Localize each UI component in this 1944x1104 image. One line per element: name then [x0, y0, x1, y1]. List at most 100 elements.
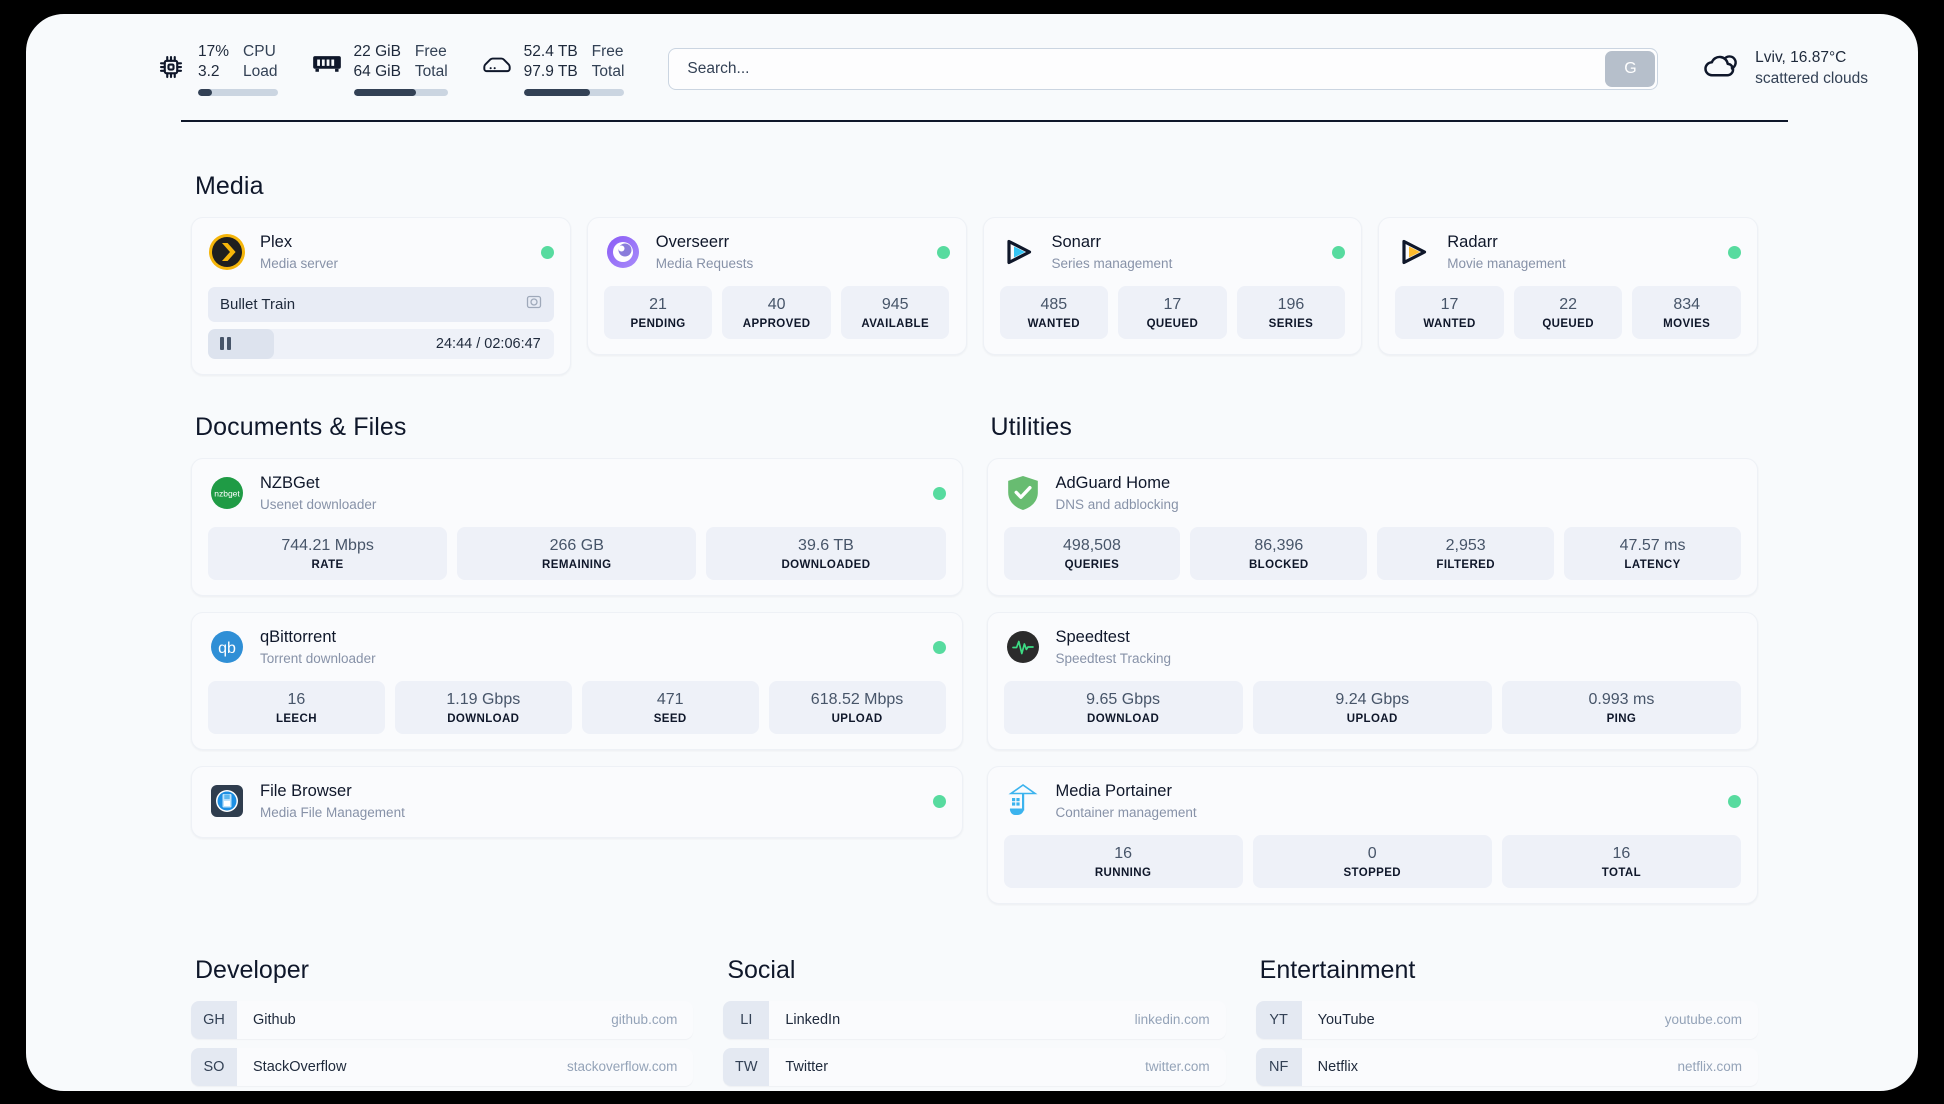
search-input[interactable] — [669, 48, 1604, 89]
stat-value: 21 — [649, 295, 667, 313]
stat-value: 17 — [1440, 295, 1459, 313]
stat-cell: 196 SERIES — [1236, 285, 1346, 339]
radarr-icon — [1395, 233, 1433, 271]
stat-value: 9.65 Gbps — [1086, 690, 1160, 708]
stat-value: 16 — [1114, 844, 1132, 862]
stat-value: 834 — [1673, 295, 1701, 313]
service-card-nzbget[interactable]: nzbget NZBGet Usenet downloader 74 — [191, 457, 963, 596]
stat-label: WANTED — [1027, 317, 1080, 330]
stat-value: 485 — [1040, 295, 1068, 313]
service-card-plex[interactable]: Plex Media server Bullet Train — [191, 216, 571, 375]
stat-label: SEED — [653, 712, 687, 725]
bookmark-name: YouTube — [1317, 1011, 1375, 1028]
bookmark-item[interactable]: GH Github github.com — [191, 1000, 694, 1039]
service-name: Sonarr — [1051, 232, 1102, 251]
bookmark-url: stackoverflow.com — [567, 1059, 678, 1075]
stat-cell: 17 WANTED — [1395, 285, 1504, 339]
qbittorrent-icon: qb — [208, 628, 246, 666]
service-subtitle: DNS and adblocking — [1055, 497, 1179, 513]
service-card-media-portainer[interactable]: Media Portainer Container management 16 … — [986, 765, 1758, 904]
cpu-label-top: CPU — [243, 43, 276, 60]
bookmark-item[interactable]: LI LinkedIn linkedin.com — [723, 1000, 1226, 1039]
stat-cell: 39.6 TB DOWNLOADED — [706, 526, 946, 580]
stat-label: PING — [1606, 712, 1637, 725]
bookmark-item[interactable]: TW Twitter twitter.com — [723, 1047, 1226, 1086]
status-badge — [1728, 794, 1741, 808]
service-stats: 21 PENDING 40 APPROVED 945 AVAILABLE — [603, 285, 950, 339]
bookmark-group-title: Social — [727, 955, 796, 984]
service-card-qbittorrent[interactable]: qb qBittorrent Torrent downloader — [191, 611, 963, 750]
speedtest-icon — [1004, 628, 1042, 666]
playback-time: 24:44 / 02:06:47 — [435, 335, 541, 352]
bookmark-url: linkedin.com — [1134, 1012, 1210, 1028]
service-subtitle: Speedtest Tracking — [1055, 651, 1172, 667]
bookmark-group-title: Entertainment — [1259, 955, 1416, 984]
service-card-file-browser[interactable]: File Browser Media File Management — [191, 765, 963, 838]
stat-value: 945 — [881, 295, 909, 313]
cloud-icon — [1699, 50, 1741, 87]
service-card-overseerr[interactable]: Overseerr Media Requests 21 PENDING 40 A… — [586, 216, 967, 355]
service-stats: 744.21 Mbps RATE 266 GB REMAINING 39.6 T… — [208, 526, 946, 580]
bookmark-item[interactable]: SO StackOverflow stackoverflow.com — [191, 1047, 694, 1086]
stat-value: 22 — [1559, 295, 1578, 313]
status-badge — [932, 486, 946, 500]
disk-stat: 52.4 TB 97.9 TB Free Total — [482, 42, 625, 96]
stat-cell: 1.19 Gbps DOWNLOAD — [394, 680, 572, 734]
bookmark-group-entertainment: Entertainment YT YouTube youtube.com NF … — [1255, 955, 1758, 1091]
service-name: Overseerr — [655, 232, 730, 251]
bookmark-name: StackOverflow — [253, 1058, 347, 1075]
service-stats: 17 WANTED 22 QUEUED 834 MOVIES — [1395, 285, 1741, 339]
service-name: AdGuard Home — [1055, 473, 1171, 492]
stat-cell: 86,396 BLOCKED — [1190, 526, 1368, 580]
service-card-speedtest[interactable]: Speedtest Speedtest Tracking 9.65 Gbps D… — [986, 611, 1758, 750]
media-section: Plex Media server Bullet Train — [191, 216, 1758, 375]
bookmark-abbr: GH — [191, 1000, 237, 1039]
disk-usage-bar — [523, 88, 625, 96]
service-subtitle: Movie management — [1447, 256, 1566, 272]
bookmark-item[interactable]: YT YouTube youtube.com — [1255, 1000, 1758, 1039]
sonarr-icon — [1000, 233, 1038, 271]
memory-value: 22 GiB — [353, 43, 401, 60]
stat-cell: 485 WANTED — [999, 285, 1109, 339]
section-title-media: Media — [195, 171, 264, 200]
status-badge — [932, 794, 946, 808]
stat-value: 1.19 Gbps — [446, 690, 521, 708]
overseerr-icon — [604, 233, 642, 271]
stat-cell: 9.65 Gbps DOWNLOAD — [1003, 680, 1243, 734]
disk-label-bottom: Total — [591, 62, 625, 80]
stat-cell: 498,508 QUERIES — [1003, 526, 1181, 580]
stat-label: STOPPED — [1343, 866, 1402, 879]
bookmark-abbr: LI — [723, 1000, 770, 1039]
search-engine-button[interactable]: G — [1605, 50, 1656, 87]
service-subtitle: Torrent downloader — [260, 651, 376, 667]
playback-progress-bar[interactable]: 24:44 / 02:06:47 — [208, 328, 554, 359]
memory-label-top: Free — [414, 43, 447, 60]
stat-cell: 0.993 ms PING — [1501, 680, 1742, 734]
cpu-label-bottom: Load — [243, 62, 278, 80]
cpu-value: 17% — [198, 43, 230, 60]
header-divider — [181, 119, 1788, 122]
stat-label: FILTERED — [1436, 558, 1495, 571]
cast-icon[interactable] — [526, 294, 542, 315]
stat-label: DOWNLOAD — [1086, 712, 1160, 725]
bookmark-item[interactable]: NF Netflix netflix.com — [1255, 1047, 1758, 1086]
bookmark-group-developer: Developer GH Github github.com SO StackO… — [191, 956, 694, 1091]
pause-icon[interactable] — [220, 337, 231, 351]
section-title-documents: Documents & Files — [195, 412, 407, 441]
status-badge — [540, 245, 554, 259]
stat-label: LEECH — [275, 712, 317, 725]
stat-cell: 945 AVAILABLE — [840, 285, 950, 339]
stat-value: 47.57 ms — [1619, 536, 1686, 554]
stat-cell: 40 APPROVED — [722, 285, 831, 339]
bookmark-abbr: TW — [723, 1047, 770, 1086]
stat-label: QUERIES — [1064, 558, 1120, 571]
service-card-adguard-home[interactable]: AdGuard Home DNS and adblocking 498,508 … — [986, 457, 1758, 596]
stat-cell: 471 SEED — [581, 680, 759, 734]
bookmark-abbr: YT — [1255, 1000, 1302, 1039]
stat-cell: 16 TOTAL — [1501, 834, 1742, 888]
service-card-sonarr[interactable]: Sonarr Series management 485 WANTED 17 Q… — [982, 216, 1363, 355]
stat-label: AVAILABLE — [861, 317, 930, 330]
nzbget-icon: nzbget — [208, 474, 246, 512]
service-card-radarr[interactable]: Radarr Movie management 17 WANTED 22 QUE… — [1378, 216, 1758, 355]
top-bar: 17% 3.2 CPU Load — [26, 14, 1918, 96]
